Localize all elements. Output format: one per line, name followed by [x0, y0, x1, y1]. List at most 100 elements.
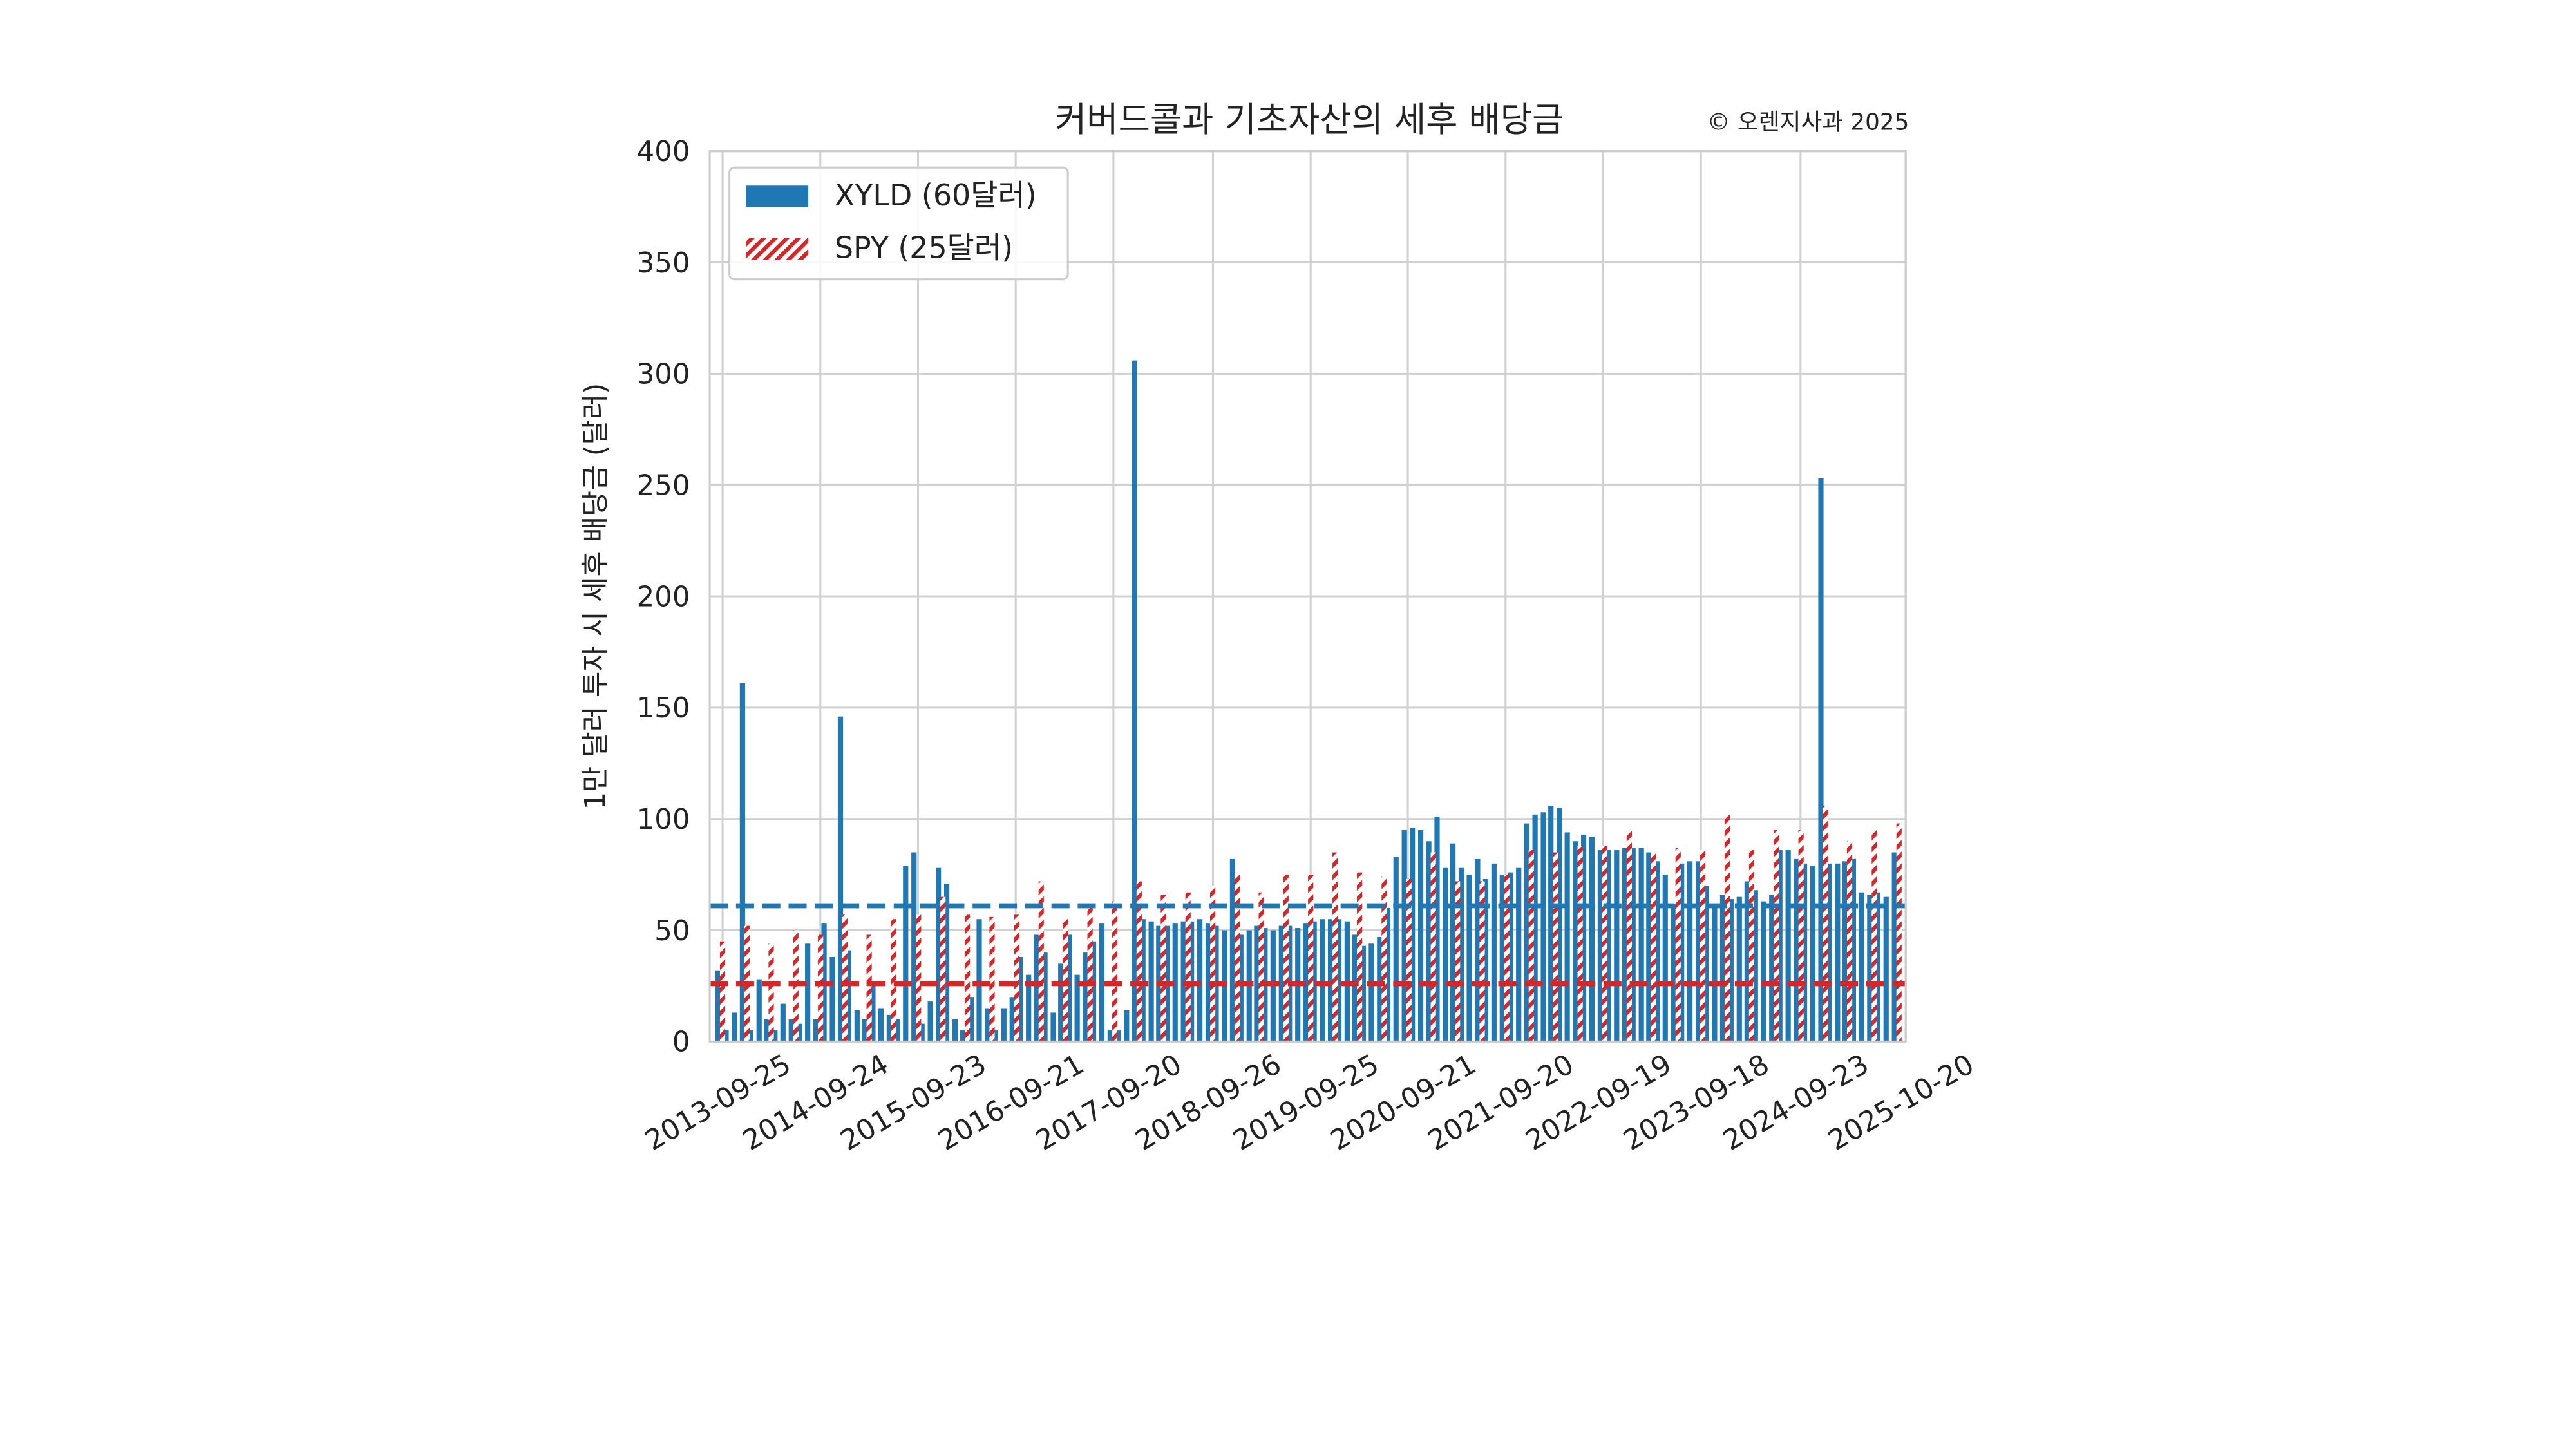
y-tick-label: 200 [637, 581, 690, 613]
bar [1107, 1030, 1113, 1042]
bar [1254, 925, 1260, 1042]
bar [1638, 848, 1644, 1042]
bar [1777, 850, 1783, 1042]
bar [1336, 919, 1342, 1042]
bar [1026, 974, 1032, 1042]
bar [1475, 858, 1481, 1042]
bar [1197, 919, 1203, 1042]
bar [842, 914, 848, 1042]
bar [862, 1019, 867, 1042]
bar [1761, 901, 1766, 1042]
bar [1124, 1010, 1130, 1042]
bar [1675, 848, 1681, 1042]
bar [1602, 846, 1608, 1042]
bar [968, 997, 974, 1042]
bar [1823, 805, 1828, 1042]
bar [797, 1023, 802, 1042]
bar [1238, 934, 1244, 1042]
y-tick-label: 150 [637, 692, 690, 724]
bar [1066, 934, 1072, 1042]
bar [805, 943, 811, 1042]
y-tick-label: 250 [637, 469, 690, 502]
bar [1283, 875, 1289, 1042]
bar [756, 979, 762, 1042]
bar [813, 1019, 819, 1042]
bar [719, 941, 726, 1042]
bar [1205, 923, 1211, 1042]
bar [886, 1014, 892, 1042]
bar [1450, 843, 1456, 1042]
bar [748, 1030, 753, 1042]
bar [1229, 858, 1235, 1042]
bar [1332, 852, 1338, 1042]
bar [1794, 858, 1799, 1042]
bar [1818, 478, 1824, 1042]
bar [818, 934, 824, 1042]
bar [723, 1030, 729, 1042]
bar [1063, 919, 1068, 1042]
bar [1508, 872, 1513, 1042]
bar [1381, 876, 1387, 1042]
y-tick-label: 100 [637, 804, 690, 836]
bar [1352, 934, 1358, 1042]
bar [1368, 943, 1374, 1042]
bar [960, 1030, 966, 1042]
bar [837, 716, 844, 1042]
legend-label: XYLD (60달러) [835, 178, 1037, 213]
bar [1896, 823, 1902, 1042]
bar [1540, 812, 1546, 1042]
bar [1258, 892, 1264, 1042]
bar [1042, 952, 1048, 1042]
bar [1479, 881, 1485, 1042]
bar [911, 852, 917, 1042]
bar [1687, 861, 1693, 1042]
annotation: © 오렌지사과 2025 [1707, 109, 1909, 136]
bar [1798, 829, 1804, 1042]
bar [1736, 896, 1742, 1042]
bar [1172, 923, 1178, 1042]
bar [927, 1001, 933, 1042]
bar [1712, 904, 1718, 1042]
bar [1099, 923, 1105, 1042]
bar [1430, 852, 1436, 1042]
y-tick-label: 350 [637, 247, 690, 279]
bar [1034, 934, 1039, 1042]
bar [985, 1008, 990, 1042]
bar [1532, 814, 1538, 1042]
bar [870, 985, 876, 1042]
bar [1410, 828, 1416, 1042]
bar [1083, 952, 1088, 1042]
bar [1311, 921, 1317, 1042]
bar [1630, 848, 1636, 1042]
bar [1074, 974, 1080, 1042]
bar [1719, 895, 1726, 1042]
bar [1748, 850, 1755, 1042]
bar [965, 914, 971, 1042]
bar [1160, 895, 1166, 1042]
bar [1700, 850, 1706, 1042]
bar [1703, 886, 1709, 1042]
bar [1589, 837, 1595, 1042]
bar [1426, 841, 1432, 1042]
bar [1140, 919, 1146, 1042]
bar [1455, 881, 1461, 1042]
bar [1651, 852, 1656, 1042]
bar [1557, 808, 1562, 1042]
bar [1867, 895, 1873, 1042]
bar [1724, 814, 1730, 1042]
bar [903, 866, 909, 1042]
bar [788, 1019, 794, 1042]
bar [936, 867, 942, 1042]
legend-label: SPY (25달러) [835, 231, 1013, 265]
bar [772, 1030, 778, 1042]
y-tick-label: 400 [637, 136, 690, 168]
bar [1014, 914, 1019, 1042]
bar [1385, 907, 1390, 1042]
bar [1774, 829, 1779, 1042]
bar [1662, 875, 1668, 1042]
bar [952, 1019, 958, 1042]
bar [1499, 875, 1505, 1042]
bar [1504, 875, 1510, 1042]
bar [1443, 867, 1448, 1042]
